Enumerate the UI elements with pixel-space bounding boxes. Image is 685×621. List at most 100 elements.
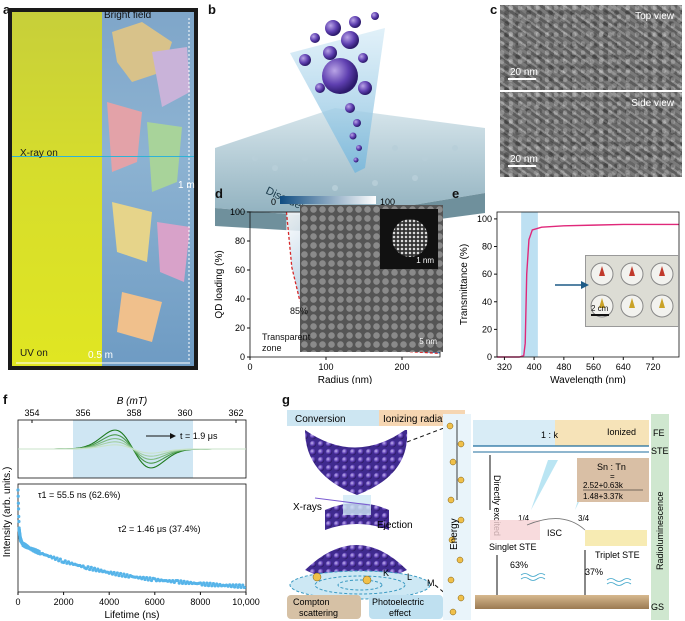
decay-point [92, 566, 97, 570]
d-ytick-label: 0 [240, 352, 245, 362]
isc-label: ISC [547, 528, 563, 538]
f-top-tick-label: 358 [126, 408, 141, 418]
decay-point [112, 570, 116, 575]
energy-label: Energy [449, 518, 460, 550]
formula-denominator: 1.48+3.37k [583, 492, 624, 501]
inset-scale-label: 1 nm [416, 256, 434, 265]
f-xtick-label: 6000 [145, 597, 165, 607]
d-xlabel: Radius (nm) [318, 375, 372, 384]
gs-band [475, 595, 649, 609]
shell-k-label: K [383, 568, 389, 578]
decay-point [202, 581, 206, 585]
film-photo-inset: 2 cm [585, 255, 679, 327]
panel-d-label: d [215, 186, 223, 201]
photoelectric-box [369, 595, 443, 619]
frac-3-4: 3/4 [578, 514, 590, 523]
decay-point [205, 581, 209, 585]
panel-b-illustration: Disordered assembly [215, 12, 485, 233]
phosphor-screen [12, 12, 102, 366]
conversion-label: Conversion [295, 414, 346, 425]
ionizing-label: Ionizing radiation [383, 414, 459, 425]
d-ytick-label: 40 [235, 294, 245, 304]
spray-cone [290, 28, 385, 173]
f-top-tick-label: 356 [75, 408, 90, 418]
panel-e-label: e [452, 186, 460, 201]
e-xtick-label: 720 [645, 362, 660, 372]
inset-2cm-label: 2 cm [591, 304, 609, 313]
decay-point [242, 585, 246, 590]
e-xtick-label: 560 [586, 362, 601, 372]
decay-point [89, 565, 93, 569]
shell-l-label: L [407, 572, 412, 582]
width-dimension: 0.5 m [88, 350, 114, 361]
panel-c-label: c [490, 2, 498, 17]
decay-point [148, 576, 152, 580]
shell-m-label: M [427, 578, 435, 588]
epr-arrowhead [170, 433, 176, 439]
f-top-tick-label: 354 [24, 408, 39, 418]
decay-point [234, 583, 238, 587]
d-xtick-label: 0 [247, 362, 252, 372]
d-ytick-label: 20 [235, 323, 245, 333]
pct-37: 37% [585, 567, 603, 577]
decay-point [58, 557, 62, 561]
tau2-label: τ2 = 1.46 μs (37.4%) [118, 524, 201, 534]
decay-point [17, 514, 21, 519]
decay-point [86, 565, 90, 569]
d-ylabel: QD loading (%) [214, 250, 225, 318]
colorbar-min: 0 [271, 197, 276, 207]
transparent-zone-label: Transparent zone [262, 332, 310, 354]
panel-g-label: g [282, 392, 290, 407]
shell-m [289, 570, 431, 600]
scale-top-label: 20 nm [510, 67, 538, 78]
compton-box [287, 595, 361, 619]
e-xtick-label: 320 [497, 362, 512, 372]
compton-line2: scattering [299, 608, 338, 618]
decay-point [176, 578, 180, 583]
film-disks [590, 262, 674, 318]
ratio-label: 1 : k [541, 430, 559, 440]
transparent-zone-line2: zone [262, 343, 282, 353]
f-top-tick-label: 362 [228, 408, 243, 418]
map-continents [107, 22, 190, 342]
f-xtick-label: 0 [15, 597, 20, 607]
e-xtick-label: 640 [616, 362, 631, 372]
panel-b-label: b [208, 2, 216, 17]
panel-e-chart: 320 400 480 560 640 720 0 20 40 60 80 100 Wavelength… [459, 211, 680, 384]
xray-on-label: X-ray on [20, 148, 58, 159]
decay-point [241, 583, 245, 587]
decay-point [115, 571, 119, 575]
bright-field-label: Bright field [104, 10, 152, 21]
panel-a-photo [8, 8, 198, 370]
inset-arrow [555, 281, 589, 289]
transparent-zone-line1: Transparent [262, 332, 311, 342]
decay-point [149, 578, 154, 583]
formula-box [577, 458, 649, 502]
e-ytick-label: 100 [477, 214, 492, 224]
decay-point [179, 579, 183, 583]
gs-label: GS [651, 602, 664, 612]
e-xtick-label: 400 [527, 362, 542, 372]
e-axes-frame [496, 211, 680, 358]
decay-point [63, 559, 67, 563]
d-xtick-label: 200 [394, 362, 409, 372]
tau1-label: τ1 = 55.5 ns (62.6%) [38, 490, 120, 500]
e-ytick-label: 40 [482, 297, 492, 307]
f-xtick-label: 8000 [190, 597, 210, 607]
photo-line1: Photoelectric [372, 597, 425, 607]
scale-bottom-label: 20 nm [510, 154, 538, 165]
formula-numerator: 2.52+0.63k [583, 481, 624, 490]
uv-band [521, 212, 538, 357]
decay-point [233, 585, 237, 589]
f-plot-area: B (mT) 354 356 358 360 362 t = 1.9 μs τ1 = 55.5… [2, 396, 260, 621]
shell-k [337, 579, 383, 591]
epr-trace [18, 444, 246, 454]
d-ytick-label: 60 [235, 265, 245, 275]
uv-on-label: UV on [20, 348, 48, 359]
decay-point [203, 583, 207, 587]
tem-scale-label: 5 nm [419, 337, 437, 346]
ionized-label: Ionized [607, 427, 636, 437]
decay-point [16, 494, 20, 498]
f-xtick-label: 4000 [99, 597, 119, 607]
e-ytick-label: 20 [482, 324, 492, 334]
